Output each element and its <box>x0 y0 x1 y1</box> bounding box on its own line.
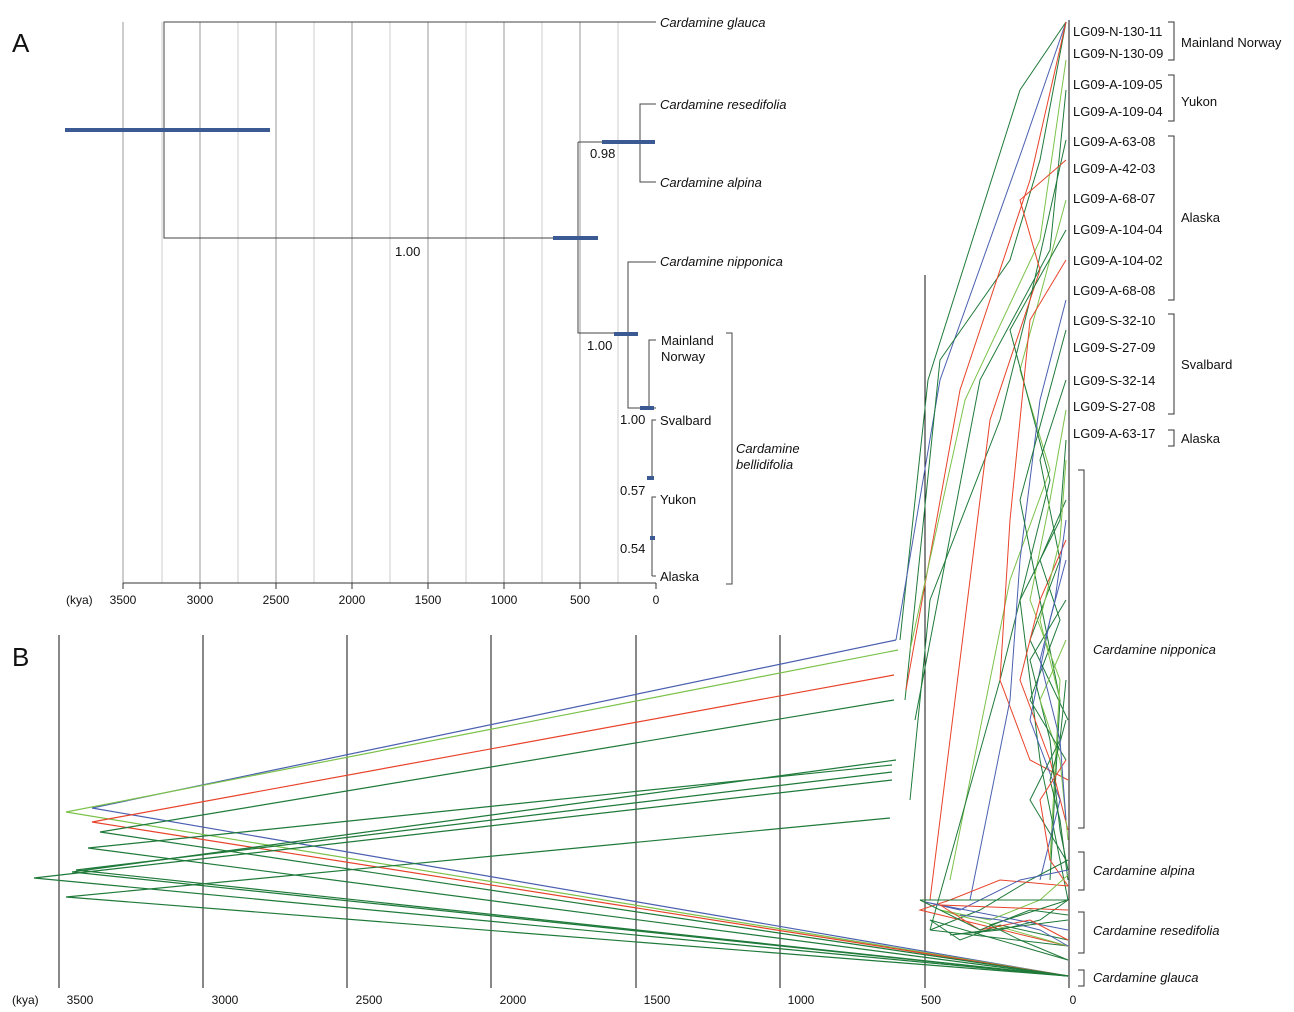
panel-b-tick: 500 <box>921 993 941 1007</box>
sample-label: LG09-A-63-17 <box>1073 426 1155 441</box>
panel-a-tick: 3500 <box>110 593 137 607</box>
densitree-root-branches <box>33 639 1069 977</box>
sample-label: LG09-A-104-04 <box>1073 222 1163 237</box>
pop-yukon: Yukon <box>660 492 696 507</box>
panel-b-tick: 2500 <box>356 993 383 1007</box>
group-alaska-2: Alaska <box>1181 431 1221 446</box>
panel-a-tick: 1000 <box>491 593 518 607</box>
bellidifolia-bracket <box>726 332 733 585</box>
support-resedifolia-alpina: 0.98 <box>590 146 615 161</box>
panel-a-tick: 2500 <box>263 593 290 607</box>
pop-mainland-1: Mainland <box>661 333 714 348</box>
sample-label: LG09-A-104-02 <box>1073 253 1163 268</box>
sample-label: LG09-A-42-03 <box>1073 161 1155 176</box>
panel-a-tick: 0 <box>653 593 660 607</box>
sample-labels: LG09-N-130-11 LG09-N-130-09 LG09-A-109-0… <box>1073 24 1163 441</box>
sample-label: LG09-S-32-10 <box>1073 313 1155 328</box>
panel-b-tick: 3500 <box>67 993 94 1007</box>
sample-label: LG09-S-32-14 <box>1073 373 1155 388</box>
support-svalbard-yukon-alaska: 0.57 <box>620 483 645 498</box>
panel-a-tick: 3000 <box>187 593 214 607</box>
panel-b-label: B <box>12 642 29 672</box>
panel-a-grid <box>122 22 619 583</box>
sample-label: LG09-N-130-09 <box>1073 46 1163 61</box>
sample-label: LG09-A-109-04 <box>1073 104 1163 119</box>
group-alaska: Alaska <box>1181 210 1221 225</box>
panel-a-tick: 2000 <box>339 593 366 607</box>
panel-a-tick: 500 <box>570 593 590 607</box>
taxon-bellidifolia-1: Cardamine <box>736 441 800 456</box>
sample-label: LG09-S-27-08 <box>1073 399 1155 414</box>
panel-a-hpd-bars <box>65 128 655 540</box>
panel-a-axis <box>122 582 657 589</box>
taxon-resedifolia: Cardamine resedifolia <box>660 97 786 112</box>
taxon-alpina: Cardamine alpina <box>660 175 762 190</box>
pop-alaska: Alaska <box>660 569 700 584</box>
taxon-nipponica: Cardamine nipponica <box>660 254 783 269</box>
panel-a-tick: 1500 <box>415 593 442 607</box>
panel-b-tick: 2000 <box>500 993 527 1007</box>
support-yukon-alaska: 0.54 <box>620 541 645 556</box>
group-mainland-norway: Mainland Norway <box>1181 35 1282 50</box>
taxon-bellidifolia-2: bellidifolia <box>736 457 793 472</box>
sample-label: LG09-S-27-09 <box>1073 340 1155 355</box>
species-resedifolia: Cardamine resedifolia <box>1093 923 1219 938</box>
panel-a-label: A <box>12 28 30 58</box>
sample-label: LG09-A-109-05 <box>1073 77 1163 92</box>
sample-label: LG09-A-68-08 <box>1073 283 1155 298</box>
panel-a-axis-unit: (kya) <box>66 593 93 607</box>
panel-b-tick: 3000 <box>212 993 239 1007</box>
panel-b-tick: 0 <box>1070 993 1077 1007</box>
densitree-species-branches <box>918 859 1069 961</box>
support-nipponica-bellidifolia: 1.00 <box>587 338 612 353</box>
taxon-glauca: Cardamine glauca <box>660 15 766 30</box>
sample-label: LG09-A-63-08 <box>1073 134 1155 149</box>
sample-label: LG09-A-68-07 <box>1073 191 1155 206</box>
panel-b-grid <box>58 20 1070 988</box>
sample-label: LG09-N-130-11 <box>1073 24 1162 39</box>
support-root: 1.00 <box>395 244 420 259</box>
group-svalbard: Svalbard <box>1181 357 1232 372</box>
species-glauca: Cardamine glauca <box>1093 970 1199 985</box>
support-bellidifolia: 1.00 <box>620 412 645 427</box>
group-yukon: Yukon <box>1181 94 1217 109</box>
panel-b-axis-unit: (kya) <box>12 993 39 1007</box>
densitree-recent-branches <box>895 21 1069 931</box>
panel-b-tick: 1500 <box>644 993 671 1007</box>
panel-b-tick: 1000 <box>788 993 815 1007</box>
species-alpina: Cardamine alpina <box>1093 863 1195 878</box>
species-nipponica: Cardamine nipponica <box>1093 642 1216 657</box>
pop-mainland-2: Norway <box>661 349 706 364</box>
pop-svalbard: Svalbard <box>660 413 711 428</box>
group-brackets <box>1078 21 1175 987</box>
